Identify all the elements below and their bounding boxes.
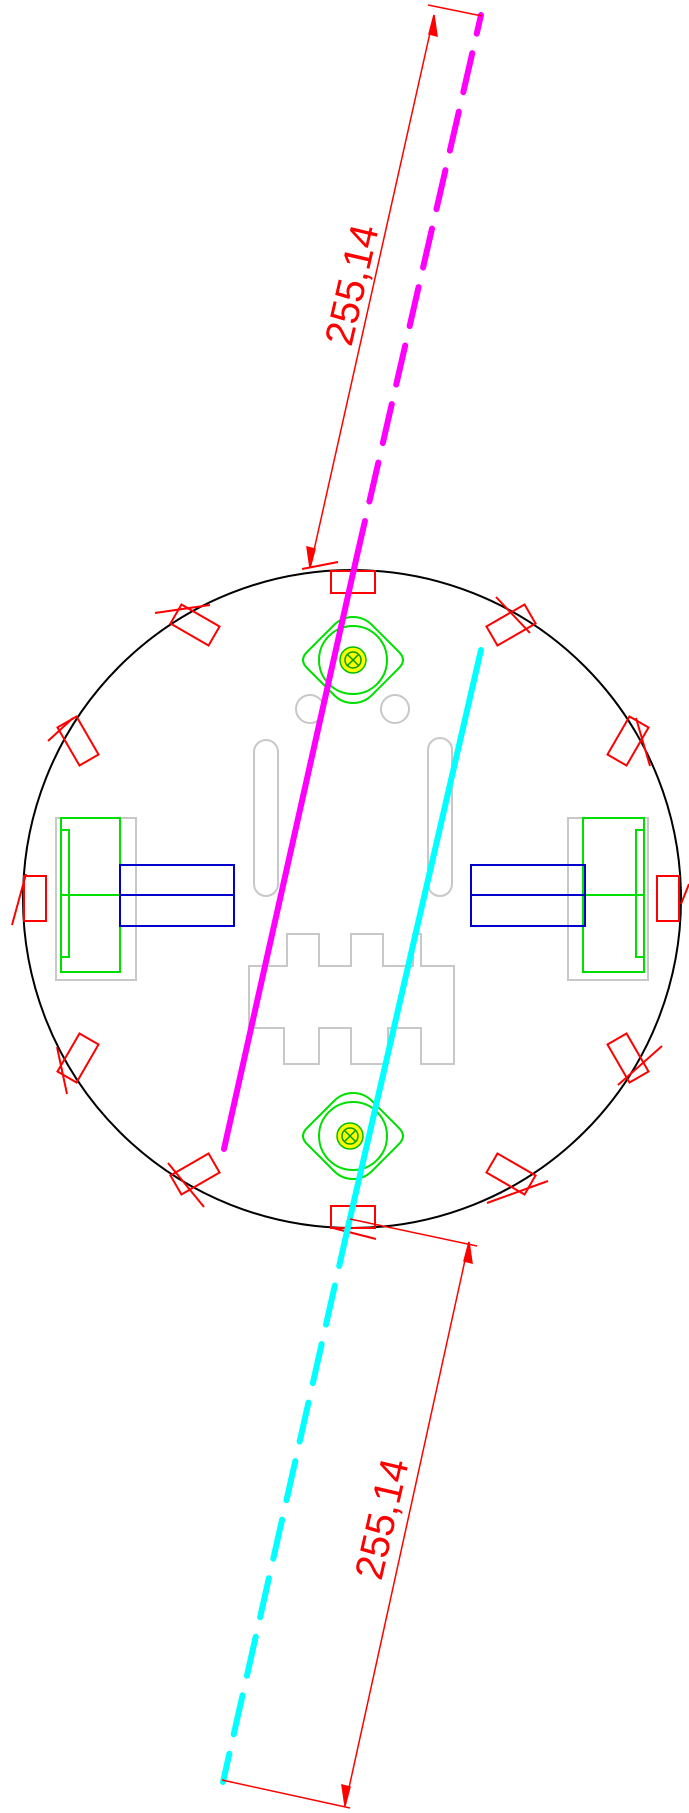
sensor-box xyxy=(485,1152,537,1196)
sensor-box xyxy=(606,715,650,767)
battery-plate xyxy=(248,933,455,1065)
top-caster-icon xyxy=(339,646,367,674)
sensor-box xyxy=(56,715,100,767)
right-wheel-bracket xyxy=(582,817,645,973)
upper-dimension-line xyxy=(309,14,435,569)
upper-arrowhead-bottom xyxy=(306,546,316,569)
right-slot xyxy=(427,737,453,897)
sensor-rays xyxy=(11,561,689,1240)
cyan-path xyxy=(220,647,484,1785)
bottom-caster-icon xyxy=(336,1122,364,1150)
lower-arrowhead-top xyxy=(463,1241,473,1264)
sensor-box xyxy=(169,603,221,647)
left-wheel-bracket xyxy=(60,817,121,973)
magenta-path xyxy=(221,12,484,1152)
right-motor xyxy=(470,864,586,927)
magenta-solid-segment xyxy=(221,557,359,1152)
left-motor xyxy=(119,864,235,927)
upper-arrowhead-top xyxy=(428,14,438,37)
chassis-cutouts xyxy=(55,694,649,1065)
upper-dimension xyxy=(306,4,483,569)
cyan-dashed-segment xyxy=(220,1224,351,1785)
sensor-box xyxy=(485,603,537,647)
sensor-boxes xyxy=(23,570,680,1229)
left-slot xyxy=(253,739,279,897)
lower-dimension xyxy=(221,1218,478,1809)
cyan-solid-segment xyxy=(345,647,484,1230)
magenta-dashed-segment xyxy=(353,12,484,563)
mount-hole-right xyxy=(380,694,410,724)
motors xyxy=(119,864,586,927)
upper-extension-line xyxy=(427,4,483,17)
wheel-brackets xyxy=(60,615,645,1181)
upper-dimension-label: 255,14 xyxy=(317,221,387,350)
sensor-box xyxy=(656,875,680,922)
lower-dimension-label: 255,14 xyxy=(347,1455,417,1584)
lower-extension-line-top xyxy=(349,1218,478,1247)
casters xyxy=(336,646,367,1150)
bottom-caster-mount xyxy=(302,1091,404,1181)
sensor-box xyxy=(606,1032,650,1084)
sensor-box xyxy=(169,1152,221,1196)
top-caster-mount xyxy=(302,615,404,705)
lower-extension-line-bottom xyxy=(221,1779,351,1809)
lower-dimension-line xyxy=(344,1241,470,1807)
sensor-box xyxy=(56,1032,100,1084)
sensor-box xyxy=(23,875,47,922)
lower-arrowhead-bottom xyxy=(341,1784,351,1807)
